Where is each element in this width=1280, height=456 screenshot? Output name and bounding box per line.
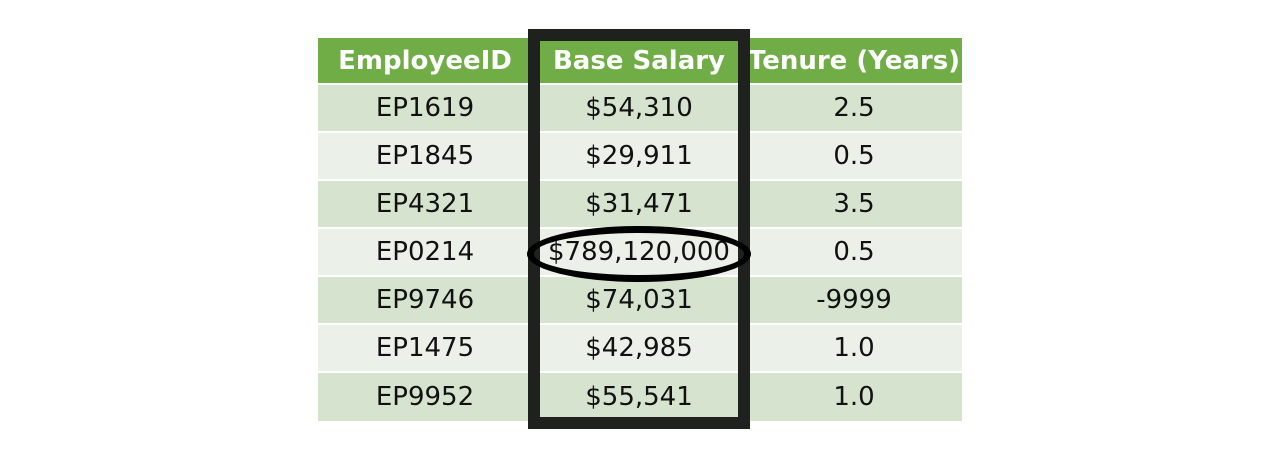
table-row: EP1619 $54,310 2.5 — [318, 85, 962, 133]
employee-id-cell: EP9746 — [318, 277, 534, 323]
salary-cell: $54,310 — [534, 85, 746, 131]
salary-cell-outlier: $789,120,000 — [534, 229, 746, 275]
table-row: EP9746 $74,031 -9999 — [318, 277, 962, 325]
employee-id-cell: EP1845 — [318, 133, 534, 179]
tenure-cell: 0.5 — [833, 141, 875, 171]
employee-id-cell: EP0214 — [318, 229, 534, 275]
table-row: EP9952 $55,541 1.0 — [318, 373, 962, 421]
tenure-cell: 2.5 — [833, 93, 875, 123]
salary-cell: $74,031 — [534, 277, 746, 323]
tenure-cell: 3.5 — [833, 189, 875, 219]
employee-id-cell: EP9952 — [318, 373, 534, 421]
table-row: EP4321 $31,471 3.5 — [318, 181, 962, 229]
table-header-row: EmployeeID Base Salary Tenure (Years) — [318, 38, 962, 85]
tenure-cell: 1.0 — [833, 382, 875, 412]
salary-cell: $31,471 — [534, 181, 746, 227]
salary-cell: $42,985 — [534, 325, 746, 371]
tenure-cell: 0.5 — [833, 237, 875, 267]
header-employee-id: EmployeeID — [318, 38, 534, 83]
table-row: EP1475 $42,985 1.0 — [318, 325, 962, 373]
salary-cell: $29,911 — [534, 133, 746, 179]
table-row: EP1845 $29,911 0.5 — [318, 133, 962, 181]
tenure-cell: 1.0 — [833, 333, 875, 363]
tenure-cell: -9999 — [816, 285, 892, 315]
table-row: EP0214 $789,120,000 0.5 — [318, 229, 962, 277]
salary-cell: $55,541 — [534, 373, 746, 421]
header-tenure: Tenure (Years) — [747, 45, 961, 76]
employee-id-cell: EP1619 — [318, 85, 534, 131]
employee-table: EmployeeID Base Salary Tenure (Years) EP… — [318, 38, 962, 421]
header-base-salary: Base Salary — [534, 38, 746, 83]
employee-id-cell: EP4321 — [318, 181, 534, 227]
employee-id-cell: EP1475 — [318, 325, 534, 371]
